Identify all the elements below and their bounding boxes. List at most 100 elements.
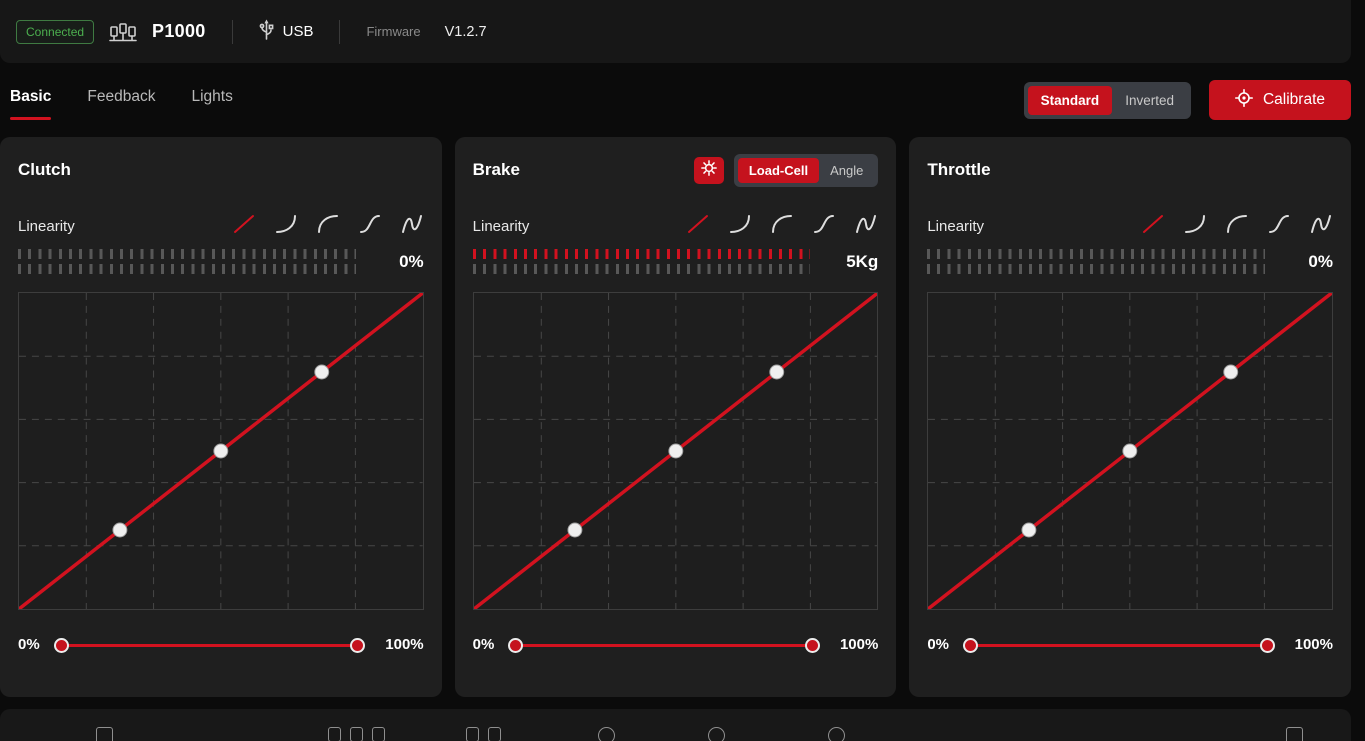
pedal-icon[interactable] [372, 727, 385, 741]
curve-control-point[interactable] [1021, 522, 1037, 538]
firmware-version: V1.2.7 [444, 23, 487, 40]
curve-control-point[interactable] [567, 522, 583, 538]
slider-handle-max[interactable] [1259, 637, 1275, 653]
panel-title: Clutch [18, 160, 71, 179]
linearity-label: Linearity [927, 218, 985, 235]
orientation-inverted-button[interactable]: Inverted [1125, 92, 1174, 108]
slider-handle-min[interactable] [508, 637, 524, 653]
tick-row [18, 264, 356, 274]
linearity-wave-icon[interactable] [1309, 213, 1333, 235]
linearity-s-curve-icon[interactable] [358, 213, 382, 235]
slider-handle-max[interactable] [350, 637, 366, 653]
linearity-ease-in-icon[interactable] [770, 213, 794, 235]
linearity-s-curve-icon[interactable] [812, 213, 836, 235]
slider-min-label: 0% [472, 636, 495, 653]
linearity-chart [472, 292, 879, 610]
pedal-icon[interactable] [328, 727, 341, 741]
curve-control-point[interactable] [213, 443, 229, 459]
tick-row [472, 264, 811, 274]
linearity-linear-icon[interactable] [686, 213, 710, 235]
panel-title: Throttle [927, 160, 991, 179]
linearity-linear-icon[interactable] [1141, 213, 1165, 235]
slider-track [515, 643, 813, 647]
tab-bar: Basic Feedback Lights Standard Inverted [0, 63, 1351, 137]
orientation-standard-button[interactable]: Standard [1027, 85, 1113, 115]
range-slider [53, 637, 366, 653]
device-name: P1000 [152, 21, 206, 41]
linearity-chart [927, 292, 1333, 610]
device-icon[interactable] [96, 727, 113, 741]
linearity-ease-out-icon[interactable] [274, 213, 298, 235]
deadzone-ticks[interactable] [927, 249, 1265, 274]
usb-icon [259, 19, 274, 44]
range-slider [508, 637, 820, 653]
linearity-wave-icon[interactable] [854, 213, 878, 235]
gear-target-icon [1234, 88, 1253, 112]
linearity-options [1141, 213, 1333, 235]
pedal-icon[interactable] [350, 727, 363, 741]
linearity-s-curve-icon[interactable] [1267, 213, 1291, 235]
calibrate-button[interactable]: Calibrate [1208, 80, 1351, 120]
tick-row [472, 249, 811, 259]
brake-mode-load-cell-button[interactable]: Load-Cell [737, 157, 820, 183]
linearity-ease-out-icon[interactable] [1183, 213, 1207, 235]
gauge-icon[interactable] [708, 727, 725, 741]
linearity-options [686, 213, 878, 235]
calibrate-label: Calibrate [1262, 91, 1325, 108]
gauge-icon[interactable] [828, 727, 845, 741]
slider-track [970, 643, 1268, 647]
linearity-chart [18, 292, 424, 610]
slider-max-label: 100% [1294, 636, 1333, 653]
top-bar: Connected P1000 [0, 0, 1351, 63]
curve-control-point[interactable] [314, 364, 330, 380]
curve-control-point[interactable] [768, 364, 784, 380]
connection-type-label: USB [282, 23, 314, 40]
deadzone-ticks[interactable] [18, 249, 356, 274]
bottom-bar [0, 709, 1351, 741]
brake-mode-toggle: Load-Cell Angle [733, 153, 879, 187]
gauge-icon[interactable] [598, 727, 615, 741]
slider-min-label: 0% [18, 636, 40, 653]
slider-handle-max[interactable] [804, 637, 820, 653]
slider-max-label: 100% [385, 636, 424, 653]
gear-icon [700, 159, 717, 181]
tick-row [927, 249, 1265, 259]
pedal-panels: Clutch Linearity 0% 0% [0, 137, 1351, 697]
tick-row [927, 264, 1265, 274]
slider-handle-min[interactable] [53, 637, 69, 653]
panel-title: Brake [472, 160, 520, 179]
deadzone-ticks[interactable] [472, 249, 811, 274]
linearity-ease-out-icon[interactable] [728, 213, 752, 235]
linearity-linear-icon[interactable] [232, 213, 256, 235]
slider-handle-min[interactable] [963, 637, 979, 653]
panel-clutch: Clutch Linearity 0% 0% [0, 137, 442, 697]
linearity-wave-icon[interactable] [400, 213, 424, 235]
deadzone-value: 0% [399, 251, 424, 271]
linearity-ease-in-icon[interactable] [316, 213, 340, 235]
linearity-options [232, 213, 424, 235]
curve-control-point[interactable] [112, 522, 128, 538]
tab-feedback[interactable]: Feedback [87, 88, 156, 105]
firmware-label: Firmware [366, 24, 421, 39]
panel-icon[interactable] [1286, 727, 1303, 741]
orientation-toggle: Standard Inverted [1023, 81, 1191, 119]
divider [231, 19, 233, 44]
layout-icon[interactable] [466, 727, 479, 741]
slider-track [60, 643, 359, 647]
brake-mode-angle-button[interactable]: Angle [830, 162, 864, 178]
curve-control-point[interactable] [668, 443, 683, 459]
deadzone-value: 5Kg [846, 251, 879, 271]
tab-basic[interactable]: Basic [10, 78, 52, 122]
tab-lights[interactable]: Lights [191, 88, 233, 105]
brake-settings-button[interactable] [693, 156, 724, 184]
deadzone-value: 0% [1308, 251, 1333, 271]
curve-control-point[interactable] [1122, 443, 1138, 459]
slider-max-label: 100% [839, 636, 879, 653]
slider-min-label: 0% [927, 636, 950, 653]
linearity-ease-in-icon[interactable] [1225, 213, 1249, 235]
layout-icon[interactable] [488, 727, 501, 741]
tick-row [18, 249, 356, 259]
pedals-device-icon [108, 21, 138, 43]
curve-control-point[interactable] [1223, 364, 1239, 380]
panel-brake: Brake [454, 137, 897, 697]
